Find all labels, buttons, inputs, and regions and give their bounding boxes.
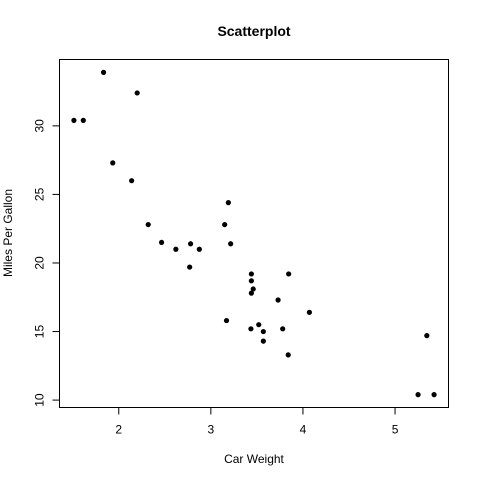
y-tick-label: 15 (33, 325, 47, 339)
data-point (187, 241, 194, 247)
data-point (110, 160, 116, 166)
data-point (196, 246, 202, 252)
data-point (248, 290, 254, 296)
data-point (256, 322, 262, 328)
data-point (260, 338, 266, 344)
y-axis-label: Miles Per Gallon (1, 189, 15, 277)
data-point (260, 328, 266, 335)
data-point (129, 178, 135, 184)
data-point (71, 117, 77, 123)
data-point (228, 241, 234, 247)
data-point (248, 278, 254, 284)
x-tick-label: 3 (208, 423, 215, 437)
data-point (306, 309, 312, 315)
chart-title: Scatterplot (217, 23, 290, 39)
data-point (134, 90, 140, 96)
data-point (173, 246, 179, 252)
y-tick-label: 25 (33, 187, 47, 201)
x-tick-label: 4 (300, 423, 307, 437)
data-point (286, 271, 292, 277)
data-point (431, 392, 437, 398)
data-point (225, 200, 231, 206)
data-point (275, 297, 281, 303)
data-point (285, 352, 291, 358)
data-point (248, 271, 254, 277)
data-point (250, 286, 256, 292)
data-point (415, 392, 421, 398)
x-axis: 2 3 4 5 (115, 407, 399, 437)
data-point (248, 326, 254, 332)
data-point (100, 69, 107, 75)
y-tick-label: 20 (33, 256, 47, 270)
data-points (71, 69, 437, 398)
x-axis-label: Car Weight (224, 452, 284, 466)
data-point (80, 117, 86, 123)
data-point (187, 264, 193, 270)
y-tick-label: 30 (33, 119, 47, 133)
data-point (280, 326, 286, 332)
plot-frame (59, 59, 449, 408)
data-point (223, 317, 230, 324)
x-tick-label: 5 (392, 423, 399, 437)
data-point (145, 221, 151, 228)
data-point (158, 239, 165, 246)
data-point (222, 221, 228, 228)
x-tick-label: 2 (115, 423, 122, 437)
data-point (424, 333, 430, 339)
y-axis: 10 15 20 25 30 (33, 119, 60, 407)
y-tick-label: 10 (33, 393, 47, 407)
